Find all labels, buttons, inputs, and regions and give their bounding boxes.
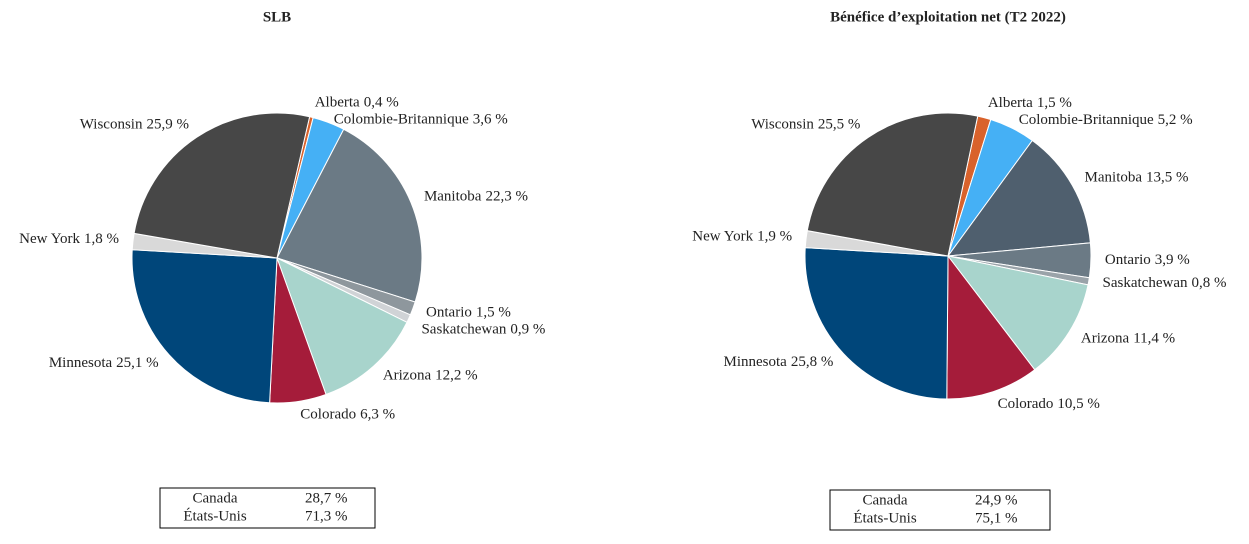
table-value: 71,3 %: [305, 508, 348, 524]
slice-value: 25,9 %: [146, 117, 189, 133]
table-label: Canada: [863, 492, 908, 508]
slice-category: New York: [692, 229, 753, 245]
slice-value: 5,2 %: [1158, 113, 1193, 129]
slice-value: 0,4 %: [364, 95, 399, 111]
slice-category: Colombie-Britannique: [1019, 113, 1154, 129]
slice-value: 3,9 %: [1155, 252, 1190, 268]
slice-category: Saskatchewan: [421, 322, 506, 338]
slice-label: Colombie-Britannique 5,2 %: [1019, 113, 1193, 129]
slice-label: Manitoba 13,5 %: [1085, 170, 1189, 186]
slice-value: 11,4 %: [1133, 331, 1175, 347]
summary-table: [159, 487, 376, 529]
slice-label: Saskatchewan 0,8 %: [1103, 275, 1227, 291]
slice-category: Alberta: [315, 95, 360, 111]
slice-value: 6,3 %: [360, 407, 395, 423]
slice-label: New York 1,9 %: [692, 229, 792, 245]
slice-category: Arizona: [383, 368, 432, 384]
slice-label: New York 1,8 %: [19, 231, 119, 247]
summary-table: [829, 489, 1051, 531]
pie-slice: [131, 249, 278, 404]
slice-value: 25,1 %: [116, 356, 159, 372]
slice-label: Ontario 1,5 %: [426, 305, 511, 321]
slice-label: Wisconsin 25,9 %: [80, 117, 189, 133]
slice-category: Ontario: [1105, 252, 1151, 268]
table-value: 75,1 %: [975, 510, 1018, 526]
slice-category: Colorado: [300, 407, 356, 423]
slice-category: Wisconsin: [80, 117, 143, 133]
slice-label: Arizona 12,2 %: [383, 368, 478, 384]
pie-slice: [276, 128, 423, 303]
slice-label: Ontario 3,9 %: [1105, 252, 1190, 268]
slice-category: New York: [19, 231, 80, 247]
slice-value: 0,8 %: [1191, 275, 1226, 291]
slice-category: Saskatchewan: [1103, 275, 1188, 291]
table-value: 24,9 %: [975, 492, 1018, 508]
slice-category: Ontario: [426, 305, 472, 321]
table-label: Canada: [193, 490, 238, 506]
slice-label: Saskatchewan 0,9 %: [421, 322, 545, 338]
slice-label: Colorado 10,5 %: [998, 396, 1100, 412]
pie-slice: [133, 112, 311, 259]
pie-slice: [946, 139, 1091, 257]
slice-value: 1,5 %: [1037, 96, 1072, 112]
slice-value: 1,5 %: [476, 305, 511, 321]
slice-value: 13,5 %: [1146, 170, 1189, 186]
slice-label: Colorado 6,3 %: [300, 407, 395, 423]
pie-slice: [804, 247, 949, 400]
table-value: 28,7 %: [305, 490, 348, 506]
slice-value: 1,8 %: [84, 231, 119, 247]
slice-value: 0,9 %: [510, 322, 545, 338]
slice-value: 25,8 %: [791, 355, 834, 371]
slice-label: Alberta 1,5 %: [988, 96, 1072, 112]
chart-title: Bénéfice d’exploitation net (T2 2022): [830, 9, 1066, 25]
slice-category: Minnesota: [49, 356, 113, 372]
slice-label: Minnesota 25,8 %: [723, 355, 833, 371]
chart-title: SLB: [263, 9, 291, 25]
slice-label: Alberta 0,4 %: [315, 95, 399, 111]
slice-label: Minnesota 25,1 %: [49, 356, 159, 372]
slice-value: 3,6 %: [473, 112, 508, 128]
slice-category: Wisconsin: [751, 117, 814, 133]
slice-value: 12,2 %: [435, 368, 478, 384]
slice-value: 22,3 %: [485, 189, 528, 205]
table-label: États-Unis: [853, 509, 916, 526]
slice-label: Colombie-Britannique 3,6 %: [334, 112, 508, 128]
slice-category: Colorado: [998, 396, 1054, 412]
pie-slice: [276, 257, 408, 396]
slice-value: 1,9 %: [757, 229, 792, 245]
slice-value: 10,5 %: [1057, 396, 1100, 412]
slice-category: Manitoba: [1085, 170, 1143, 186]
slice-category: Colombie-Britannique: [334, 112, 469, 128]
slice-value: 25,5 %: [818, 117, 861, 133]
slice-label: Arizona 11,4 %: [1081, 331, 1175, 347]
slice-category: Alberta: [988, 96, 1033, 112]
pie-slice: [946, 254, 1036, 400]
pie-slice: [806, 112, 979, 257]
slice-category: Manitoba: [424, 189, 482, 205]
slice-label: Manitoba 22,3 %: [424, 189, 528, 205]
slice-category: Arizona: [1081, 331, 1130, 347]
pie-slice: [946, 255, 1089, 371]
table-label: États-Unis: [183, 507, 246, 524]
slice-label: Wisconsin 25,5 %: [751, 117, 860, 133]
slice-category: Minnesota: [723, 355, 787, 371]
